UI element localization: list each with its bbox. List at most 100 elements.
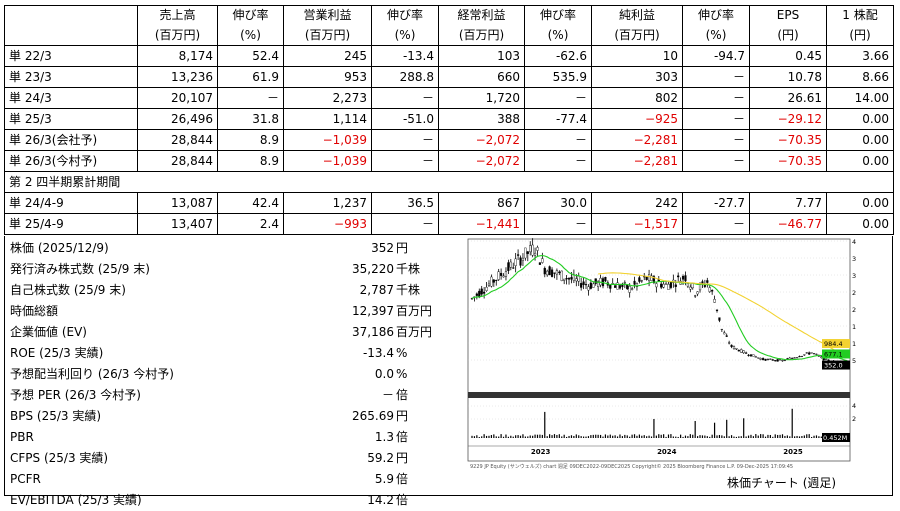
candle-body [509,261,512,268]
stat-unit: 円 [396,409,409,423]
candle-body [674,284,677,287]
stat-unit: 倍 [396,388,409,402]
candle-body [749,354,753,357]
stat-unit: 円 [396,241,409,255]
candle-body [541,258,544,263]
header-unit-cell: (百万円) [438,25,525,46]
candle-body [732,346,736,349]
financial-table: 売上高 伸び率 営業利益 伸び率 経常利益 伸び率 純利益 伸び率 EPS 1 株配 (百万円) (%… [4,5,894,235]
table-cell: −46.77 [749,213,827,235]
table-row: 単 25/3 26,496 31.8 1,114 -51.0 388 -77.4 −925 － −… [4,108,894,130]
header-cell: 伸び率 [217,5,284,26]
table-cell: 0.45 [749,45,827,67]
candle-body [599,277,602,286]
header-cell: 純利益 [591,5,683,26]
table-row: 単 25/4-9 13,407 2.4 −993 － −1,441 － −1,517 － −46.… [4,213,894,235]
candle-body [781,360,784,362]
stat-row: 予想 PER (26/3 今村予) －倍 [10,385,450,406]
candle-body [757,357,760,359]
candle-body [798,356,801,358]
row-label: 単 25/4-9 [4,213,138,235]
header-unit-cell [4,25,138,46]
candle-body [752,354,755,357]
table-cell: −2,281 [591,150,683,172]
candle-body [618,285,622,289]
candle-body [504,271,508,277]
candle-body [490,276,493,287]
candle-body [662,283,665,288]
candle-body [711,290,714,292]
table-row: 単 26/3(今村予) 28,844 8.9 −1,039 － −2,072 － −2,281… [4,150,894,172]
candle-body [567,277,571,280]
stat-row: ROE (25/3 実績) -13.4% [10,343,450,364]
candle-body [667,284,670,290]
table-cell: 103 [438,45,525,67]
table-cell: 31.8 [217,108,284,130]
candle-body [526,251,529,254]
table-cell: － [217,87,284,109]
stat-unit: 倍 [396,430,409,444]
section-row: 第 2 四半期累計期間 [4,171,894,193]
table-cell: −2,072 [438,129,525,151]
candle-body [580,283,583,288]
candle-body [555,270,559,275]
y-tick-label: 500 [852,357,856,365]
table-cell: － [682,66,750,88]
candle-body [694,295,697,297]
candle-body [487,283,491,286]
candle-body [728,342,731,344]
header-unit-cell: (%) [371,25,439,46]
table-cell: 8.9 [217,129,284,151]
candle-body [475,293,478,296]
table-cell: 1,114 [283,108,372,130]
stat-value: -13.4 [362,346,394,360]
candle-body [815,353,818,355]
candle-body [689,286,692,290]
table-cell: 52.4 [217,45,284,67]
stat-value: 12,397 [352,304,394,318]
table-cell: 2,273 [283,87,372,109]
table-cell: － [682,150,750,172]
candle-body [808,352,811,355]
table-cell: -77.4 [524,108,592,130]
stat-row: 予想配当利回り (26/3 今村予) 0.0% [10,364,450,385]
table-cell: −70.35 [749,150,827,172]
candle-body [609,284,612,289]
table-cell: 8,174 [137,45,218,67]
lower-panel [4,236,893,496]
candle-body [720,328,723,330]
stat-label: PCFR [10,472,41,486]
table-cell: 13,087 [137,192,218,214]
stat-row: BPS (25/3 実績) 265.69 円 [10,406,450,427]
table-cell: −2,072 [438,150,525,172]
candle-body [735,348,738,350]
candle-body [577,276,580,282]
table-cell: 26,496 [137,108,218,130]
candle-body [560,270,563,281]
candle-body [715,309,719,311]
candle-body [778,359,782,361]
candle-body [553,272,556,274]
table-cell: -27.7 [682,192,750,214]
header-unit-cell: (%) [217,25,284,46]
table-cell: 8.9 [217,150,284,172]
table-cell: 1,720 [438,87,525,109]
stat-label: CFPS (25/3 実績) [10,451,109,465]
candle-body [812,353,816,355]
stat-value: 5.9 [374,472,394,486]
candle-body [740,349,743,353]
table-cell: 30.0 [524,192,592,214]
candle-body [810,352,813,354]
y-tick-label: 4000 [852,238,856,246]
candle-body [512,267,515,269]
table-cell: 0.00 [826,129,894,151]
candle-body [492,279,495,283]
candle-body [759,358,762,360]
ma-slow-line [598,272,849,357]
stat-row: 時価総額 12,397 百万円 [10,301,450,322]
table-cell: 20,107 [137,87,218,109]
y-tick-label: 1000 [852,340,856,348]
table-cell: -94.7 [682,45,750,67]
price-tag [822,349,850,359]
candle-body [706,280,709,283]
